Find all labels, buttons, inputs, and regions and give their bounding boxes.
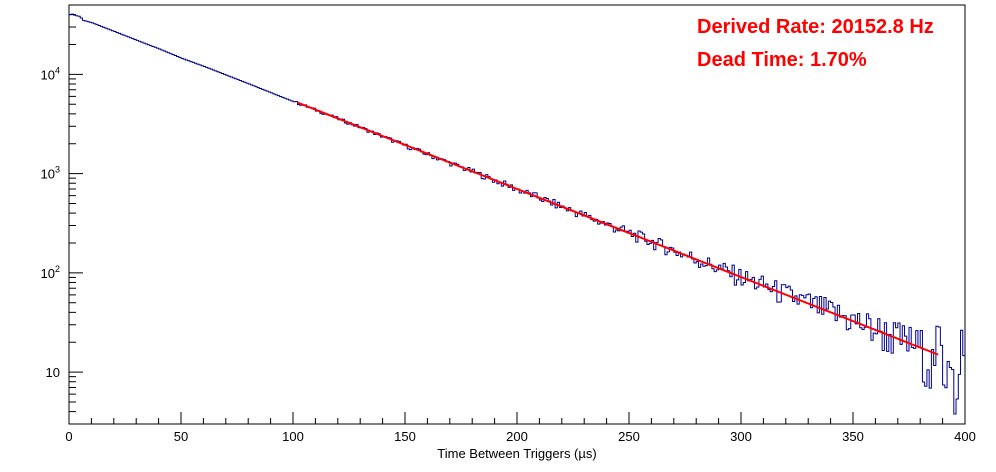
derived-rate-annotation: Derived Rate: 20152.8 Hz [697, 16, 934, 38]
y-tick-label: 102 [41, 264, 60, 281]
y-tick-label: 104 [41, 65, 60, 82]
x-axis-title: Time Between Triggers (µs) [437, 446, 596, 461]
y-axis: 10 102 103 104 [41, 4, 83, 425]
x-tick-label: 0 [65, 429, 72, 444]
x-tick-label: 250 [618, 429, 640, 444]
dead-time-annotation: Dead Time: 1.70% [697, 49, 867, 71]
fit-line [297, 101, 939, 356]
x-tick-label: 300 [730, 429, 752, 444]
x-tick-label: 100 [282, 429, 304, 444]
x-tick-label: 150 [394, 429, 416, 444]
x-tick-label: 200 [506, 429, 528, 444]
x-axis: 0 50 100 150 200 250 300 350 400 [65, 412, 976, 444]
y-tick-label: 10 [46, 365, 60, 380]
histogram-series [69, 13, 965, 415]
x-tick-label: 400 [954, 429, 976, 444]
y-tick-label: 103 [41, 165, 60, 182]
x-tick-label: 350 [842, 429, 864, 444]
x-tick-label: 50 [174, 429, 188, 444]
